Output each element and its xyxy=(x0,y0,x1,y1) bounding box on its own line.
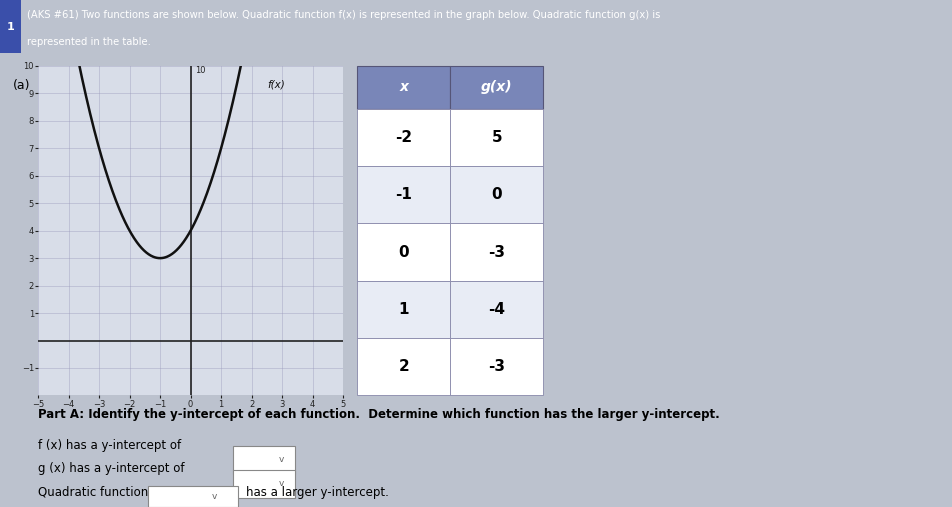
FancyBboxPatch shape xyxy=(450,109,543,166)
Text: v: v xyxy=(211,492,217,501)
FancyBboxPatch shape xyxy=(357,166,450,224)
FancyBboxPatch shape xyxy=(357,66,450,109)
Text: x: x xyxy=(399,80,407,94)
Text: 1: 1 xyxy=(398,302,408,317)
FancyBboxPatch shape xyxy=(0,0,21,53)
FancyBboxPatch shape xyxy=(357,338,450,395)
FancyBboxPatch shape xyxy=(450,224,543,281)
FancyBboxPatch shape xyxy=(357,224,450,281)
Text: v: v xyxy=(278,479,284,488)
FancyBboxPatch shape xyxy=(357,281,450,338)
Text: -1: -1 xyxy=(395,187,412,202)
FancyBboxPatch shape xyxy=(450,166,543,224)
Text: Part A: Identify the y-intercept of each function.  Determine which function has: Part A: Identify the y-intercept of each… xyxy=(38,408,719,421)
Text: (a): (a) xyxy=(12,79,30,92)
FancyBboxPatch shape xyxy=(233,470,295,498)
Text: -3: -3 xyxy=(487,244,505,260)
FancyBboxPatch shape xyxy=(233,446,295,474)
Text: Quadratic function: Quadratic function xyxy=(38,486,149,499)
Text: -2: -2 xyxy=(395,130,412,145)
Text: 1: 1 xyxy=(7,22,14,31)
Text: 0: 0 xyxy=(491,187,502,202)
Text: g (x) has a y-intercept of: g (x) has a y-intercept of xyxy=(38,462,185,476)
FancyBboxPatch shape xyxy=(450,338,543,395)
Text: 2: 2 xyxy=(398,359,408,374)
Text: 10: 10 xyxy=(195,65,206,75)
FancyBboxPatch shape xyxy=(450,66,543,109)
Text: g(x): g(x) xyxy=(481,80,512,94)
Text: represented in the table.: represented in the table. xyxy=(27,37,150,47)
Text: -3: -3 xyxy=(487,359,505,374)
Text: has a larger y-intercept.: has a larger y-intercept. xyxy=(246,486,388,499)
Text: v: v xyxy=(278,455,284,464)
FancyBboxPatch shape xyxy=(450,281,543,338)
Text: 5: 5 xyxy=(491,130,502,145)
Text: -4: -4 xyxy=(487,302,505,317)
Text: f (x) has a y-intercept of: f (x) has a y-intercept of xyxy=(38,439,181,452)
FancyBboxPatch shape xyxy=(357,109,450,166)
FancyBboxPatch shape xyxy=(148,486,238,507)
Text: 0: 0 xyxy=(398,244,408,260)
Text: (AKS #61) Two functions are shown below. Quadratic function f(x) is represented : (AKS #61) Two functions are shown below.… xyxy=(27,10,660,20)
Text: f(x): f(x) xyxy=(267,80,285,90)
